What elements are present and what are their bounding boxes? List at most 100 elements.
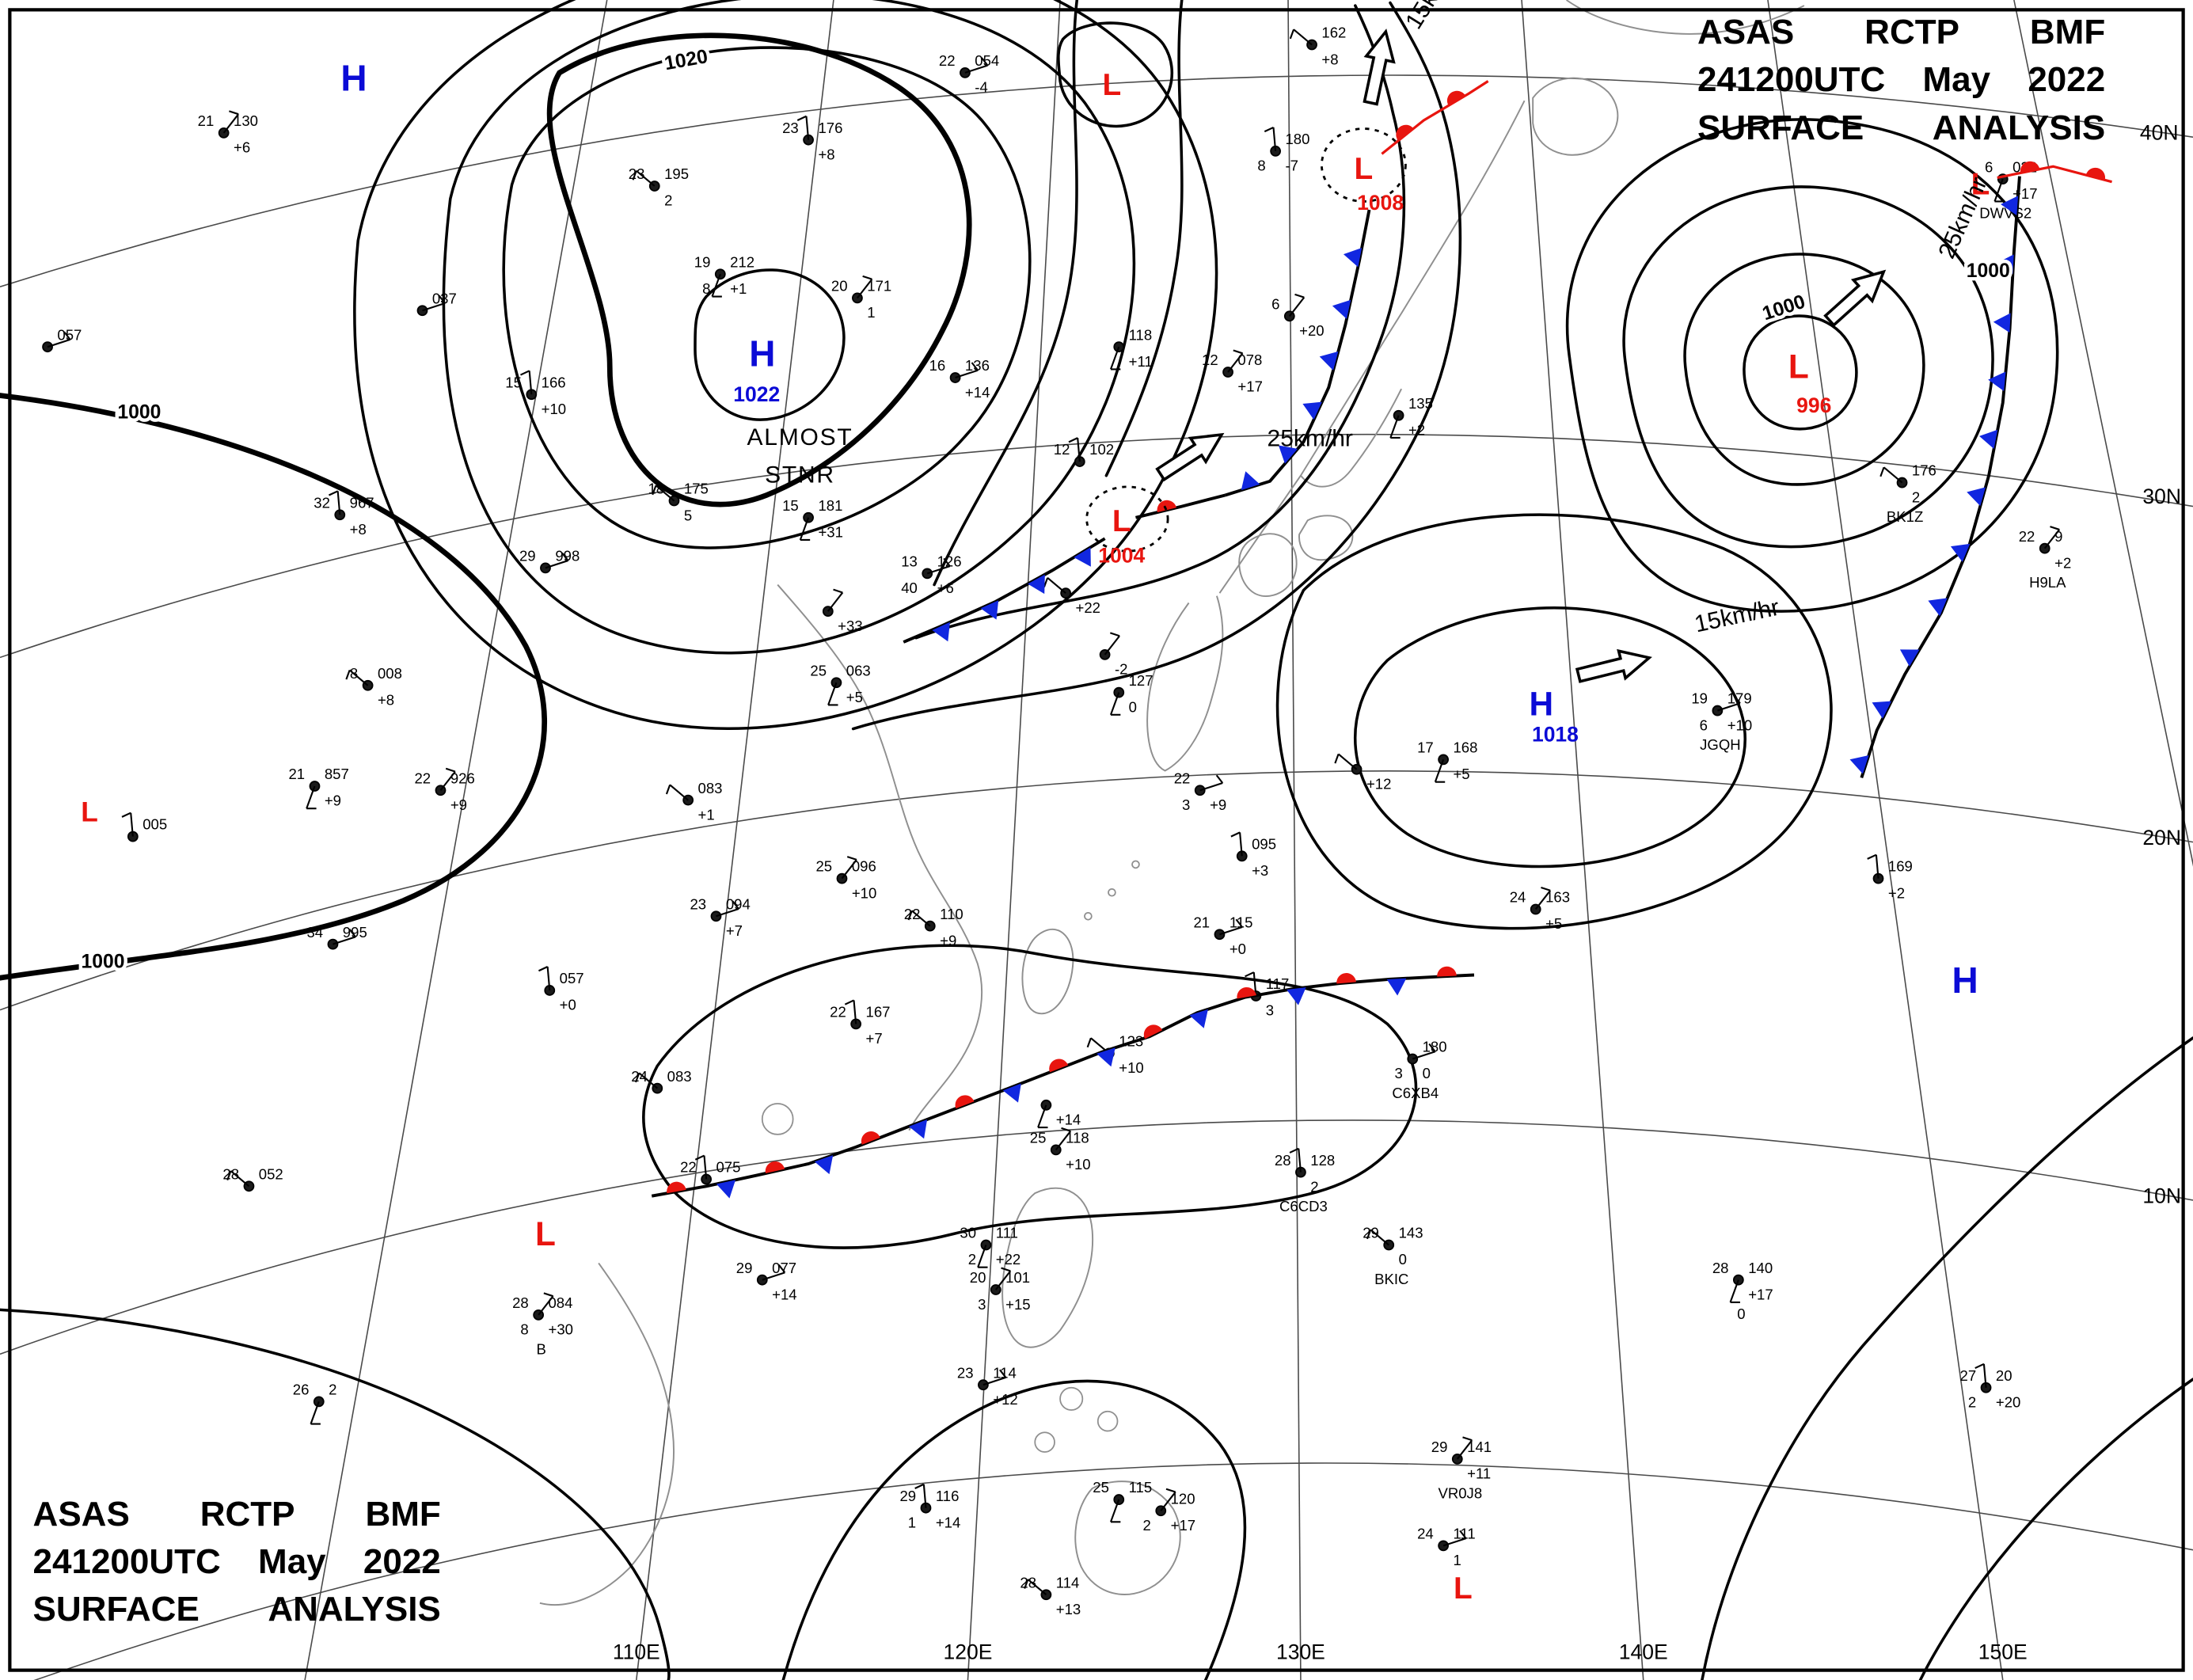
title-word: SURFACE (1697, 108, 1864, 147)
wind-barb-tick (1043, 577, 1049, 587)
station-value-bottomright: +0 (560, 997, 576, 1013)
wind-barb (977, 1245, 987, 1268)
station-value-topleft: 30 (960, 1225, 976, 1241)
cold-front-symbol (1386, 978, 1407, 996)
station-value-bottomright: +5 (1545, 915, 1562, 932)
isobar-996-inner (1743, 314, 1858, 431)
development-area-dashed-circle (1085, 485, 1169, 553)
station-value-topleft: 17 (1417, 739, 1434, 756)
cold-front-triangle (932, 621, 950, 642)
warm-front-symbol (1446, 90, 1465, 106)
coastline-luzon (1001, 1187, 1094, 1348)
warm-front-symbol (1157, 500, 1176, 513)
station-plot: 29 143 0 BKIC (1363, 1225, 1423, 1287)
wind-barb (1055, 1131, 1072, 1151)
wind-barb (1534, 890, 1552, 910)
warm-front-symbol (765, 1161, 785, 1174)
station-value-topleft: 21 (288, 766, 305, 782)
wind-barb (1729, 1279, 1739, 1303)
cold-front-triangle (980, 600, 999, 620)
lat-label-20n: 20N (2142, 826, 2181, 850)
station-value-topleft: 29 (519, 548, 536, 564)
station-value-bottomright: +17 (1748, 1286, 1773, 1302)
wind-barb-tick (914, 1483, 925, 1489)
wind-barb-tick (538, 966, 549, 972)
warm-front-symbol (1336, 973, 1356, 984)
coastline-vietnam (539, 1262, 675, 1606)
station-value-topleft: 22 (1174, 770, 1191, 786)
station-plot: 127 0 (1109, 672, 1154, 716)
station-plot: 22 110 +9 (904, 906, 963, 949)
wind-barb-tick (999, 1369, 1007, 1378)
parallel-line (33, 1462, 2193, 1680)
station-value-topleft: 15 (782, 497, 799, 514)
wind-barb-tick (445, 767, 456, 773)
station-value-topright: 141 (1467, 1439, 1492, 1455)
station-plot: 16 136 +14 (929, 357, 990, 401)
station-circle (313, 1396, 325, 1408)
wind-barb-tick (329, 490, 339, 496)
wind-barb (1442, 1537, 1467, 1547)
station-value-bottomright: +5 (1453, 766, 1469, 782)
high-pressure-center: H (1952, 960, 1978, 1001)
cold-front-triangle (1002, 1083, 1021, 1103)
station-value-topright: 111 (1453, 1526, 1475, 1542)
isobar-996-outer (1565, 118, 2059, 613)
station-value-topright: 136 (965, 357, 990, 374)
station-plot: 180 8 -7 (1257, 126, 1309, 174)
title-word: RCTP (200, 1494, 295, 1534)
station-value-bottomright: 2 (1310, 1178, 1318, 1195)
wind-barb-tick (1165, 1488, 1176, 1493)
station-plot: 20 101 3 +15 (970, 1267, 1031, 1313)
wind-barb-tick (543, 1292, 553, 1298)
station-value-bottomright: +12 (993, 1391, 1017, 1408)
high-pressure-center: H (340, 58, 367, 99)
station-value-topright: 115 (1129, 1479, 1153, 1496)
wind-barb-tick (732, 900, 739, 910)
station-value-topleft: 13 (901, 553, 918, 570)
warm-front-semicircle (1437, 966, 1457, 977)
station-circle (540, 562, 551, 574)
station-plot: 29 141 +11 VR0J8 (1431, 1436, 1492, 1501)
station-value-bottomright: +7 (866, 1030, 883, 1047)
station-value-bottomright: +2 (1888, 884, 1905, 901)
station-plot: 34 995 (306, 924, 367, 950)
isobar-trough-loop (642, 944, 1418, 1249)
stationary-front (651, 966, 1475, 1199)
isobar-line (1104, 0, 1184, 477)
warm-front (1135, 493, 1226, 519)
station-value-topleft: 22 (830, 1004, 846, 1021)
station-value-bottomright: +9 (450, 796, 467, 813)
station-value-topleft: 28 (512, 1294, 529, 1311)
station-value-topright: 127 (1129, 672, 1154, 689)
station-value-topright: 110 (940, 906, 963, 922)
wind-barb (1104, 635, 1120, 656)
station-id: VR0J8 (1438, 1484, 1482, 1501)
station-id: JGQH (1700, 736, 1741, 753)
title-word: May (1922, 60, 1991, 100)
station-plot: 12 102 (1054, 437, 1114, 467)
wind-barb-tick (1334, 754, 1340, 764)
station-plot: -2 (1099, 632, 1127, 678)
cold-front-symbol (1278, 445, 1298, 464)
cold-front-symbol (814, 1155, 834, 1175)
isobar-line (1918, 1378, 2193, 1680)
station-value-bottomright: 1 (867, 304, 875, 321)
parallel-line (0, 74, 2193, 287)
station-plot: +22 (1043, 577, 1100, 616)
warm-front-semicircle (2020, 161, 2040, 173)
station-circle (1214, 929, 1226, 941)
title-word: ASAS (32, 1494, 130, 1534)
station-value-topright: 166 (542, 374, 566, 390)
station-value-bottomleft: 1 (908, 1514, 916, 1530)
station-value-topleft: 23 (690, 895, 706, 912)
station-value-topright: 130 (234, 112, 258, 129)
wind-barb-tick (635, 1072, 640, 1083)
wind-barb-tick (862, 275, 872, 280)
wind-barb (853, 1000, 857, 1024)
meridian-line (304, 0, 608, 1680)
cold-front-symbol (1849, 754, 1869, 774)
station-plot: +14 (1037, 1099, 1081, 1129)
wind-barb (955, 369, 979, 379)
